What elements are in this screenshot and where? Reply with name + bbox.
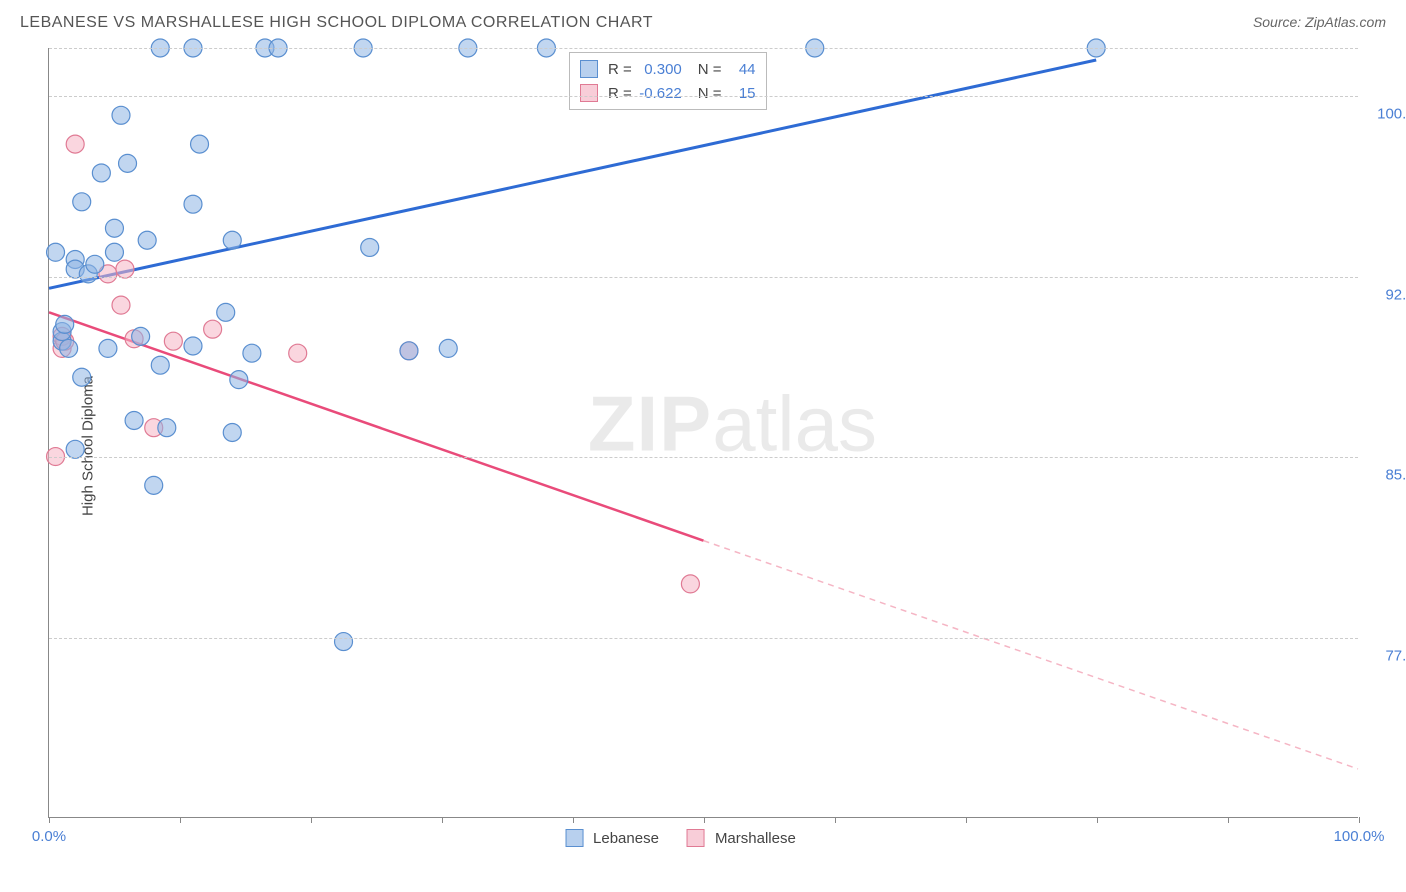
gridline (49, 96, 1358, 97)
point-marshallese (204, 320, 222, 338)
point-lebanese (335, 633, 353, 651)
point-lebanese (158, 419, 176, 437)
point-lebanese (132, 327, 150, 345)
swatch-marshallese (580, 84, 598, 102)
y-tick-label: 77.5% (1368, 647, 1406, 664)
stats-legend-box: R = 0.300 N = 44 R = -0.622 N = 15 (569, 52, 767, 110)
point-lebanese (223, 424, 241, 442)
point-lebanese (60, 339, 78, 357)
point-marshallese (66, 135, 84, 153)
x-tick (573, 817, 574, 823)
point-lebanese (145, 476, 163, 494)
x-tick (704, 817, 705, 823)
point-lebanese (92, 164, 110, 182)
chart-svg (49, 48, 1358, 817)
r-value-lebanese: 0.300 (638, 61, 692, 78)
point-lebanese (184, 337, 202, 355)
x-tick-label: 100.0% (1334, 828, 1385, 845)
x-tick (311, 817, 312, 823)
point-lebanese (223, 231, 241, 249)
point-lebanese (217, 303, 235, 321)
point-lebanese (184, 195, 202, 213)
swatch-lebanese-icon (565, 829, 583, 847)
x-tick (835, 817, 836, 823)
point-lebanese (361, 238, 379, 256)
x-tick (966, 817, 967, 823)
point-lebanese (400, 342, 418, 360)
point-marshallese (164, 332, 182, 350)
point-lebanese (47, 243, 65, 261)
point-lebanese (105, 243, 123, 261)
gridline (49, 638, 1358, 639)
point-lebanese (105, 219, 123, 237)
x-tick (180, 817, 181, 823)
point-marshallese (112, 296, 130, 314)
stats-row-lebanese: R = 0.300 N = 44 (580, 57, 756, 81)
point-lebanese (119, 154, 137, 172)
bottom-legend: Lebanese Marshallese (565, 829, 796, 847)
gridline (49, 457, 1358, 458)
x-tick (1359, 817, 1360, 823)
gridline (49, 48, 1358, 49)
point-lebanese (112, 106, 130, 124)
point-lebanese (191, 135, 209, 153)
swatch-marshallese-icon (687, 829, 705, 847)
chart-title: LEBANESE VS MARSHALLESE HIGH SCHOOL DIPL… (20, 14, 653, 32)
point-marshallese (681, 575, 699, 593)
source-attribution: Source: ZipAtlas.com (1253, 14, 1386, 30)
legend-item-lebanese: Lebanese (565, 829, 659, 847)
point-lebanese (73, 368, 91, 386)
x-tick-label: 0.0% (32, 828, 66, 845)
legend-item-marshallese: Marshallese (687, 829, 796, 847)
point-lebanese (151, 356, 169, 374)
point-lebanese (243, 344, 261, 362)
point-lebanese (138, 231, 156, 249)
point-lebanese (439, 339, 457, 357)
point-marshallese (116, 260, 134, 278)
point-lebanese (125, 411, 143, 429)
stats-row-marshallese: R = -0.622 N = 15 (580, 81, 756, 105)
point-lebanese (86, 255, 104, 273)
x-tick (1228, 817, 1229, 823)
point-lebanese (99, 339, 117, 357)
y-tick-label: 85.0% (1368, 467, 1406, 484)
point-lebanese (66, 440, 84, 458)
scatter-plot-area: ZIPatlas R = 0.300 N = 44 R = -0.622 N =… (48, 48, 1358, 818)
x-tick (49, 817, 50, 823)
x-tick (442, 817, 443, 823)
point-lebanese (73, 193, 91, 211)
y-tick-label: 100.0% (1368, 106, 1406, 123)
trendline-marshallese-dashed (704, 541, 1359, 769)
swatch-lebanese (580, 60, 598, 78)
point-marshallese (289, 344, 307, 362)
n-value-marshallese: 15 (728, 85, 756, 102)
gridline (49, 277, 1358, 278)
point-lebanese (230, 371, 248, 389)
y-tick-label: 92.5% (1368, 286, 1406, 303)
n-value-lebanese: 44 (728, 61, 756, 78)
x-tick (1097, 817, 1098, 823)
r-value-marshallese: -0.622 (638, 85, 692, 102)
point-lebanese (56, 315, 74, 333)
